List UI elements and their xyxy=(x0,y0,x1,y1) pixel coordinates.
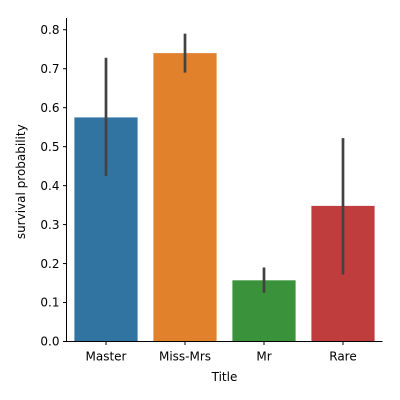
y-tick-label: 0.7 xyxy=(40,62,59,76)
y-tick-label: 0.0 xyxy=(40,335,59,349)
bar-miss-mrs xyxy=(153,53,217,342)
x-tick-label: Mr xyxy=(256,350,271,364)
y-tick-label: 0.6 xyxy=(40,101,59,115)
error-bars-layer xyxy=(104,33,345,293)
y-tick-label: 0.1 xyxy=(40,296,59,310)
y-ticks: 0.0 0.1 0.2 0.3 0.4 0.5 0.6 0.7 0.8 xyxy=(40,23,67,349)
x-tick-label: Master xyxy=(86,350,127,364)
y-tick-label: 0.2 xyxy=(40,257,59,271)
y-tick-label: 0.3 xyxy=(40,218,59,232)
y-tick-label: 0.4 xyxy=(40,179,59,193)
x-axis-title: Title xyxy=(211,370,238,384)
x-tick-label: Rare xyxy=(329,350,356,364)
y-axis-title: survival probability xyxy=(14,124,28,239)
axes-layer xyxy=(66,18,383,342)
x-tick-label: Miss-Mrs xyxy=(159,350,211,364)
x-ticks: Master Miss-Mrs Mr Rare xyxy=(86,341,357,364)
y-tick-label: 0.5 xyxy=(40,140,59,154)
y-tick-label: 0.8 xyxy=(40,23,59,37)
bars-layer xyxy=(74,53,375,342)
